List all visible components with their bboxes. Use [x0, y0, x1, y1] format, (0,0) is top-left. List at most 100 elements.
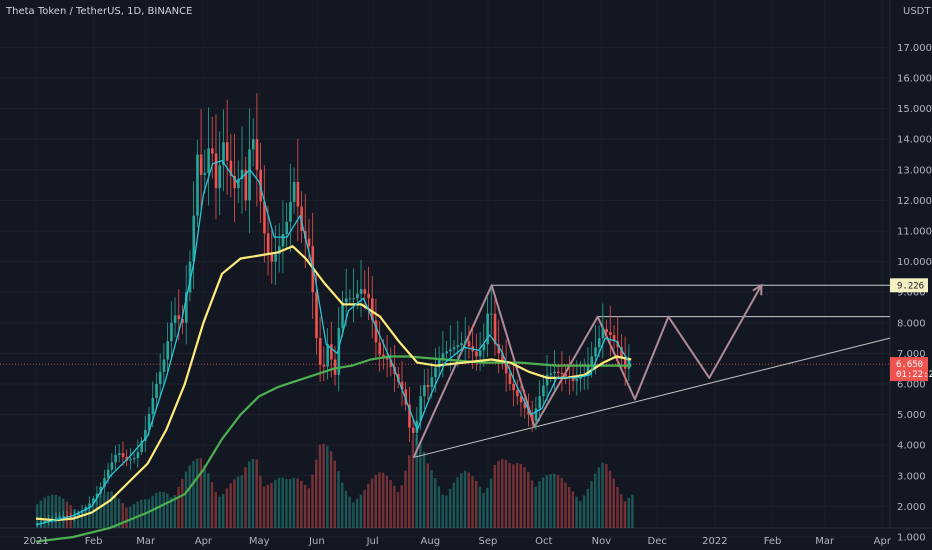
candle-body [73, 515, 76, 518]
candle-body [136, 451, 140, 459]
volume-bar [192, 461, 195, 528]
candle-body [586, 365, 590, 375]
candle-body [337, 327, 341, 375]
candle-body [225, 142, 229, 161]
candle-body [237, 178, 240, 189]
volume-bar [50, 494, 54, 528]
candle-body [170, 322, 173, 342]
volume-bar [292, 477, 296, 528]
volume-bar [422, 451, 426, 528]
candle-body [371, 298, 374, 321]
ma-mid-line [35, 245, 632, 522]
volume-bar [504, 459, 508, 528]
volume-bar [266, 485, 270, 528]
symbol-title: Theta Token / TetherUS, 1D, BINANCE [5, 6, 192, 17]
candle-body [356, 293, 359, 299]
volume-bar [315, 459, 318, 528]
volume-bar [460, 473, 463, 528]
x-tick-label: Apr [195, 536, 213, 547]
volume-bar [571, 491, 575, 528]
volume-bar [434, 478, 437, 528]
volume-bar [631, 494, 634, 528]
volume-bar [240, 475, 243, 528]
candle-body [222, 142, 225, 166]
candle-body [199, 154, 203, 175]
candle-body [300, 206, 303, 231]
y-tick-label: 15.000 [897, 104, 932, 115]
candle-body [132, 458, 136, 460]
candle-body [322, 364, 326, 367]
x-tick-label: Mar [136, 536, 156, 547]
volume-bar [408, 455, 411, 528]
volume-bar [594, 473, 597, 528]
candle-body [162, 359, 166, 372]
volume-bar [91, 503, 95, 528]
volume-bar [389, 480, 392, 528]
candle-body [497, 344, 501, 354]
candle-body [530, 414, 534, 421]
volume-bar [355, 498, 359, 528]
volume-bar [155, 492, 158, 528]
candle-body [255, 139, 259, 170]
volume-bar [117, 498, 121, 528]
volume-bar [560, 478, 563, 528]
y-tick-label: 11.000 [897, 227, 932, 238]
x-tick-label: 2021 [23, 536, 48, 547]
candle-body [192, 215, 196, 262]
x-tick-label: Nov [592, 536, 612, 547]
y-tick-label: 16.000 [897, 74, 932, 85]
x-tick-label: Jun [308, 536, 325, 547]
volume-bar [300, 480, 303, 528]
volume-bar [277, 477, 281, 528]
candle-body [542, 385, 545, 397]
volume-bar [590, 481, 593, 528]
y-tick-label: 7.000 [897, 349, 926, 360]
volume-bar [262, 486, 266, 528]
candle-body [560, 372, 564, 375]
volume-bar [538, 481, 541, 528]
volume-bar [39, 500, 43, 528]
candle-body [341, 302, 344, 328]
price-axis[interactable]: 1.000 2.000 3.000 4.000 5.000 6.000 7.000 8.000… [897, 43, 932, 544]
candle-body [605, 328, 608, 332]
candle-body [534, 408, 538, 421]
x-tick-label: May [249, 536, 270, 547]
time-axis[interactable]: 2021 Feb Mar Apr May Jun Jul Aug Sep Oct Nov Dec 202… [23, 536, 892, 547]
volume-bar [236, 476, 240, 528]
volume-bar [285, 479, 288, 528]
volume-bar [80, 513, 84, 528]
candle-body [292, 182, 296, 202]
ma-slow-line [35, 355, 632, 543]
volume-bar [553, 473, 556, 528]
candle-body [318, 338, 322, 365]
x-tick-label: Feb [764, 536, 782, 547]
candle-body [575, 378, 579, 381]
candle-body [147, 413, 151, 430]
candle-body [289, 201, 292, 222]
volume-bar [508, 463, 511, 528]
volume-bar [244, 467, 247, 528]
candle-body [352, 298, 355, 300]
grid [0, 0, 932, 538]
x-tick-label: Sep [479, 536, 498, 547]
candle-body [594, 347, 597, 357]
volume-bar [166, 493, 169, 528]
last-price-badge: 6.650 01:22:24 [890, 357, 932, 382]
candle-body [385, 357, 389, 360]
candle-body [404, 389, 408, 405]
candle-body [423, 385, 426, 397]
volume-bar [147, 499, 150, 528]
candle-body [144, 429, 147, 441]
volume-bar [620, 494, 623, 528]
candle-body [240, 169, 244, 179]
volume-bar [259, 475, 262, 528]
candle-body [62, 515, 65, 517]
x-tick-label: Dec [648, 536, 667, 547]
volume-bar [486, 487, 489, 528]
volume-bar [255, 459, 258, 528]
volume-bar [478, 486, 482, 528]
volume-bar [616, 486, 619, 528]
volume-bar [523, 466, 526, 528]
volume-bar [177, 487, 180, 528]
